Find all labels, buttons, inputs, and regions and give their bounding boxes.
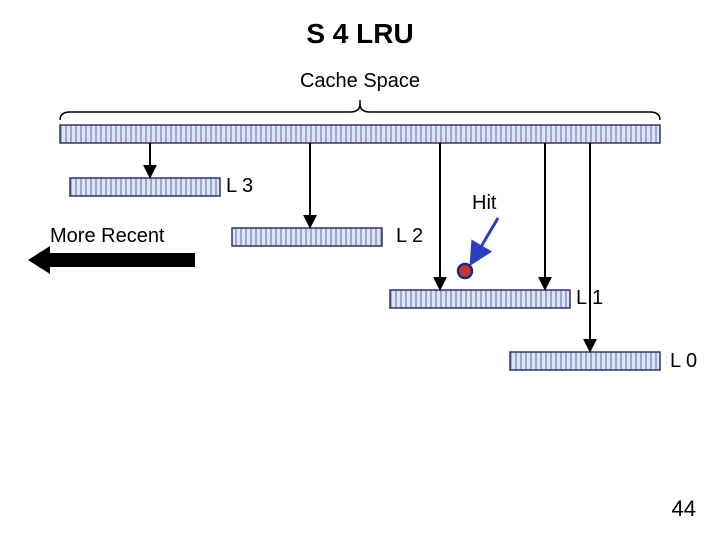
label-l3: L 3	[226, 175, 253, 198]
cache-bar-main	[60, 125, 660, 143]
cache-bar-l2	[232, 228, 382, 246]
label-l1: L 1	[576, 287, 603, 310]
hit-dot	[458, 264, 472, 278]
cache-bar-l3	[70, 178, 220, 196]
cache-bar-l1	[390, 290, 570, 308]
hit-arrow	[472, 218, 498, 262]
label-l0: L 0	[670, 350, 697, 373]
label-more-recent: More Recent	[50, 225, 165, 248]
diagram-svg	[0, 0, 720, 540]
page-number: 44	[672, 496, 696, 522]
label-l2: L 2	[396, 225, 423, 248]
diagram-stage: S 4 LRU Cache Space	[0, 0, 720, 540]
label-hit: Hit	[472, 192, 496, 215]
cache-bar-l0	[510, 352, 660, 370]
more-recent-arrow	[28, 246, 195, 274]
cache-space-brace	[60, 100, 660, 120]
